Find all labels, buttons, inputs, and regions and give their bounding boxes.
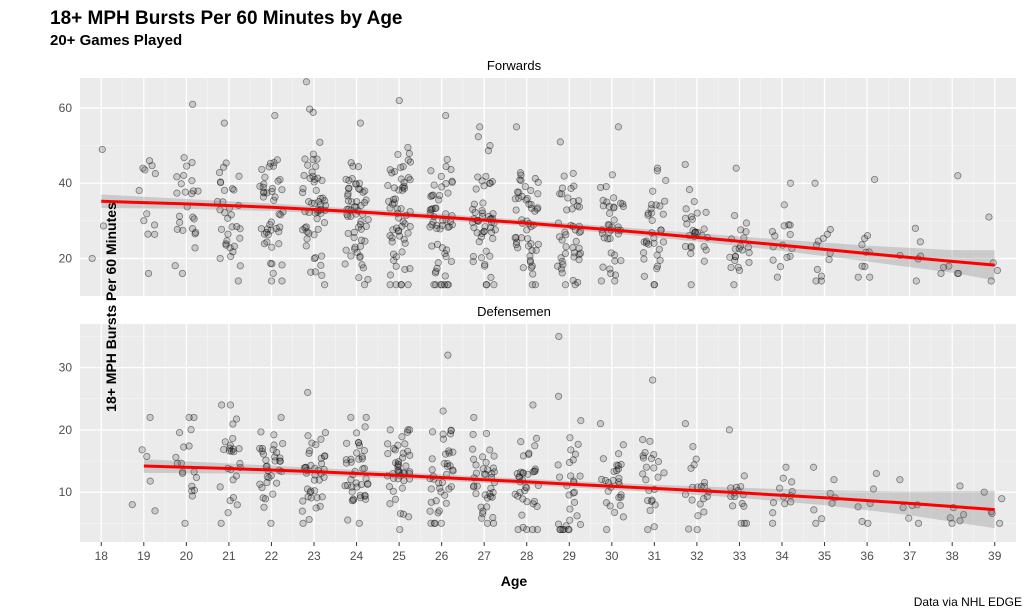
chart-title: 18+ MPH Bursts Per 60 Minutes by Age <box>50 8 403 30</box>
chart-subtitle: 20+ Games Played <box>50 32 182 49</box>
facet-label: Forwards <box>487 58 541 73</box>
svg-text:40: 40 <box>59 176 73 190</box>
svg-text:32: 32 <box>690 549 704 563</box>
svg-text:26: 26 <box>435 549 449 563</box>
svg-text:29: 29 <box>563 549 577 563</box>
svg-text:37: 37 <box>903 549 917 563</box>
svg-text:25: 25 <box>392 549 406 563</box>
svg-text:21: 21 <box>222 549 236 563</box>
svg-text:30: 30 <box>605 549 619 563</box>
facet-label: Defensemen <box>477 304 551 319</box>
svg-text:23: 23 <box>307 549 321 563</box>
svg-text:10: 10 <box>59 485 73 499</box>
svg-text:20: 20 <box>59 423 73 437</box>
svg-text:24: 24 <box>350 549 364 563</box>
svg-text:20: 20 <box>59 251 73 265</box>
svg-text:19: 19 <box>137 549 151 563</box>
chart-caption: Data via NHL EDGE <box>914 595 1022 609</box>
svg-text:31: 31 <box>648 549 662 563</box>
svg-text:18: 18 <box>95 549 109 563</box>
svg-text:36: 36 <box>860 549 874 563</box>
svg-text:27: 27 <box>478 549 492 563</box>
svg-text:20: 20 <box>180 549 194 563</box>
svg-text:33: 33 <box>733 549 747 563</box>
svg-text:28: 28 <box>520 549 534 563</box>
y-axis-label: 18+ MPH Bursts Per 60 Minutes <box>103 202 119 412</box>
svg-text:22: 22 <box>265 549 279 563</box>
x-axis-label: Age <box>501 573 527 589</box>
chart-figure: { "title": "18+ MPH Bursts Per 60 Minute… <box>0 0 1028 613</box>
svg-text:34: 34 <box>775 549 789 563</box>
svg-text:30: 30 <box>59 361 73 375</box>
svg-text:35: 35 <box>818 549 832 563</box>
svg-text:38: 38 <box>946 549 960 563</box>
svg-text:39: 39 <box>988 549 1002 563</box>
svg-text:60: 60 <box>59 101 73 115</box>
